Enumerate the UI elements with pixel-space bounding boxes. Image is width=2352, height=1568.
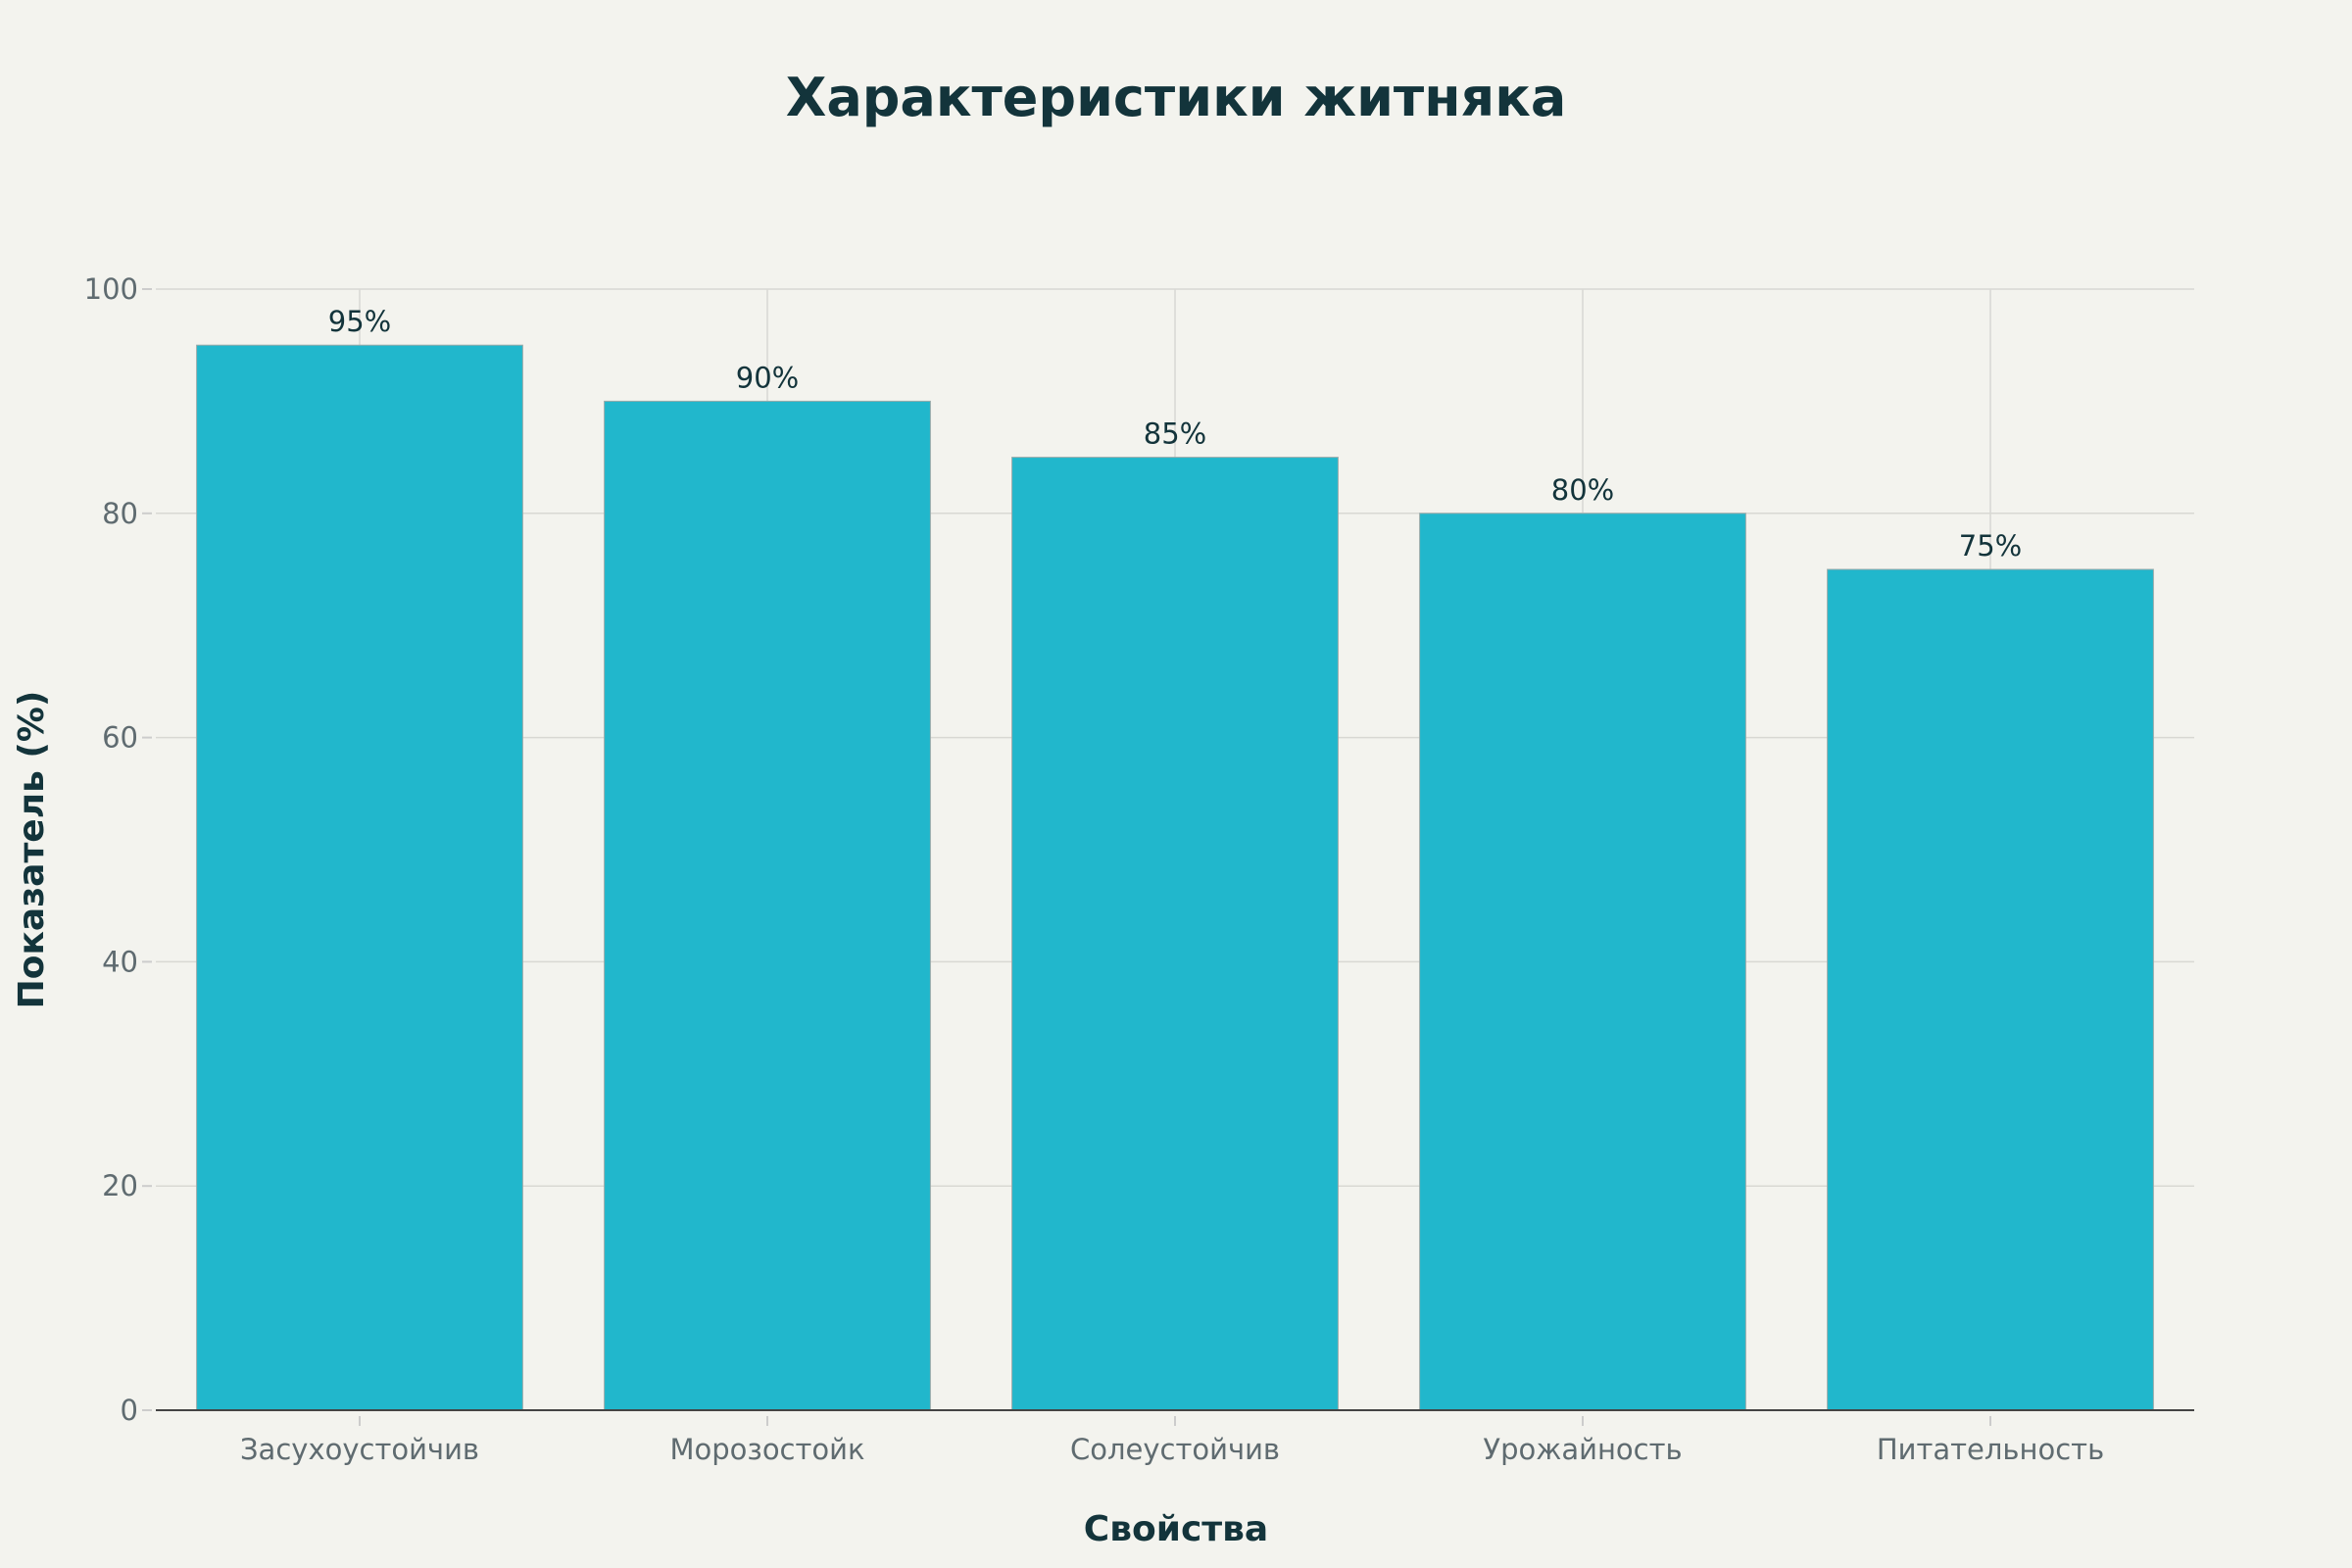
bar-5 (1827, 568, 2154, 1411)
y-tick-label: 100 (84, 272, 138, 306)
x-tick-label: Питательность (1877, 1433, 2104, 1466)
x-tick-label: Морозостойк (669, 1433, 864, 1466)
x-axis-ticks: Засухоустойчив Морозостойк Солеустойчив Уро… (240, 1416, 2104, 1466)
x-axis-title: Свойства (1084, 1509, 1268, 1549)
y-tick-label: 40 (102, 945, 138, 978)
x-tick-label: Урожайность (1483, 1433, 1682, 1466)
bars: 95% 90% 85% 80% 75% (196, 305, 2154, 1411)
data-label: 75% (1959, 529, 2022, 563)
y-axis-title: Показатель (%) (12, 691, 52, 1009)
bar-4 (1419, 513, 1746, 1411)
y-tick-label: 60 (102, 721, 138, 755)
y-axis-ticks: 0 20 40 60 80 100 (84, 272, 152, 1427)
data-label: 85% (1144, 417, 1206, 451)
x-tick-label: Солеустойчив (1070, 1433, 1280, 1466)
x-tick-label: Засухоустойчив (240, 1433, 479, 1466)
bar-2 (604, 400, 931, 1411)
bar-1 (196, 344, 523, 1411)
bar-3 (1011, 457, 1339, 1411)
data-label: 80% (1551, 473, 1614, 507)
y-tick-label: 80 (102, 497, 138, 530)
chart-title: Характеристики житняка (786, 67, 1567, 128)
y-tick-label: 0 (121, 1394, 138, 1427)
data-label: 90% (736, 361, 799, 394)
data-label: 95% (328, 305, 391, 338)
y-tick-label: 20 (102, 1169, 138, 1202)
